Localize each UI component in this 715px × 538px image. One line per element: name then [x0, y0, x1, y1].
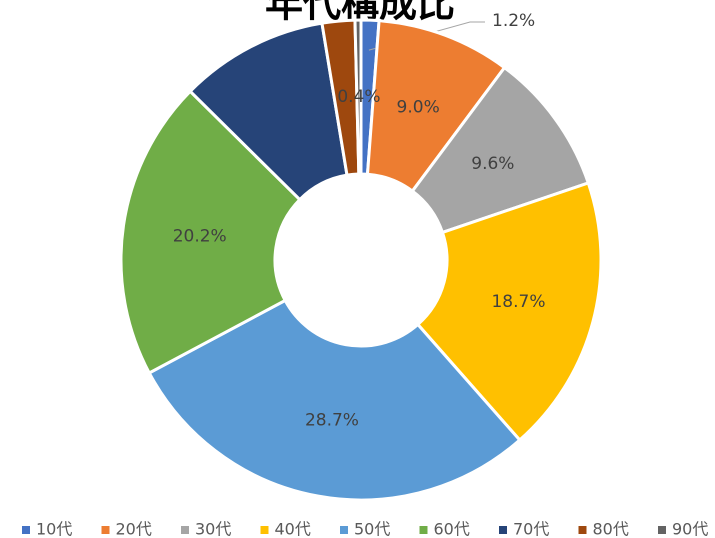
data-label: 28.7%	[305, 410, 359, 430]
donut-slice	[353, 18, 363, 176]
legend-swatch	[578, 526, 587, 534]
legend-label: 70代	[513, 520, 549, 538]
legend-swatch	[499, 526, 507, 534]
legend-label: 40代	[275, 520, 311, 538]
donut-slice	[119, 89, 302, 375]
legend-swatch	[181, 526, 189, 534]
legend-label: 90代	[672, 520, 708, 538]
data-label: 9.0%	[397, 97, 440, 117]
legend-label: 20代	[116, 520, 152, 538]
legend-swatch	[22, 526, 30, 534]
data-label: 0.4%	[337, 87, 380, 107]
data-label: 18.7%	[491, 292, 545, 312]
donut-slice	[147, 298, 522, 502]
legend-swatch	[419, 526, 428, 534]
legend-swatch	[340, 526, 348, 534]
donut-slice	[410, 65, 591, 235]
legend-swatch	[260, 526, 269, 534]
legend-label: 80代	[593, 520, 629, 538]
legend-label: 10代	[36, 520, 72, 538]
data-label: 9.6%	[471, 154, 514, 174]
legend-label: 50代	[354, 520, 390, 538]
legend-label: 60代	[434, 520, 470, 538]
legend-label: 30代	[195, 520, 231, 538]
legend-swatch	[101, 526, 110, 534]
donut-slice	[188, 21, 349, 202]
data-label: 20.2%	[173, 227, 227, 247]
legend-swatch	[658, 526, 666, 534]
data-label: 1.2%	[492, 11, 535, 31]
